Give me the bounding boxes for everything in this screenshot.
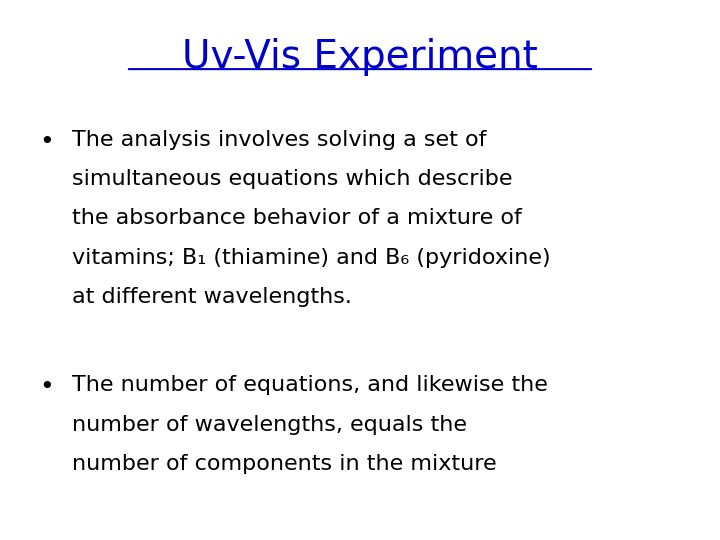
Text: Uv-Vis Experiment: Uv-Vis Experiment [182, 38, 538, 76]
Text: the absorbance behavior of a mixture of: the absorbance behavior of a mixture of [72, 208, 522, 228]
Text: •: • [40, 375, 54, 399]
Text: number of wavelengths, equals the: number of wavelengths, equals the [72, 415, 467, 435]
Text: simultaneous equations which describe: simultaneous equations which describe [72, 169, 513, 189]
Text: The analysis involves solving a set of: The analysis involves solving a set of [72, 130, 487, 150]
Text: The number of equations, and likewise the: The number of equations, and likewise th… [72, 375, 548, 395]
Text: •: • [40, 130, 54, 153]
Text: number of components in the mixture: number of components in the mixture [72, 454, 497, 474]
Text: vitamins; B₁ (thiamine) and B₆ (pyridoxine): vitamins; B₁ (thiamine) and B₆ (pyridoxi… [72, 248, 551, 268]
Text: at different wavelengths.: at different wavelengths. [72, 287, 352, 307]
